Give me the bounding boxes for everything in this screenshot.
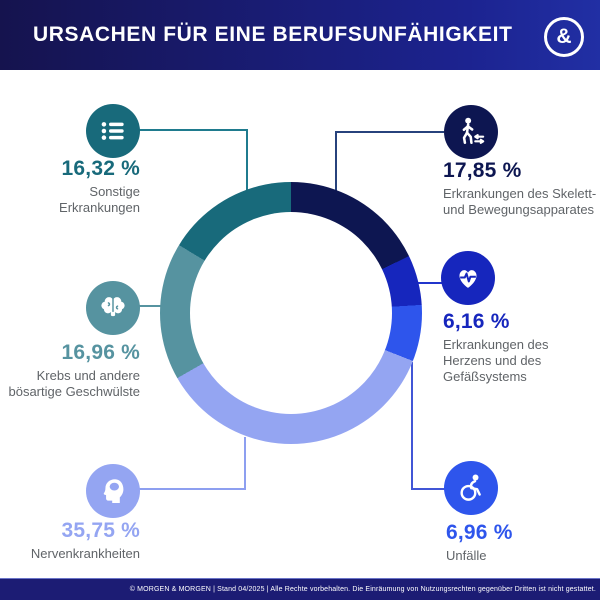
- segment-label: Nervenkrankheiten: [30, 546, 140, 561]
- walking-person-icon: [444, 105, 498, 159]
- footer-bar: © MORGEN & MORGEN | Stand 04/2025 | Alle…: [0, 578, 600, 600]
- segment-label: Sonstige Erkrankungen: [59, 184, 140, 215]
- donut-hole: [190, 212, 392, 414]
- connector-line-unfaelle: [411, 362, 413, 490]
- logo-ampersand-glyph: &: [556, 25, 572, 48]
- connector-line-krebs: [137, 305, 165, 307]
- segment-label: Unfälle: [446, 548, 487, 563]
- list-icon-glyph: [101, 122, 124, 140]
- percent-value: 17,85 %: [443, 159, 522, 182]
- morgen-morgen-logo-icon: &: [544, 17, 584, 57]
- callout-sonstige: 16,32 % Sonstige Erkrankungen: [0, 157, 140, 216]
- brain-icon-glyph: [101, 297, 125, 317]
- wheelchair-icon: [444, 461, 498, 515]
- header-bar: URSACHEN FÜR EINE BERUFSUNFÄHIGKEIT &: [0, 0, 600, 70]
- connector-line-nerven: [139, 488, 246, 490]
- percent-value: 6,16 %: [443, 310, 510, 333]
- copyright-text: © MORGEN & MORGEN | Stand 04/2025 | Alle…: [129, 586, 596, 593]
- callout-krebs: 16,96 % Krebs und andere bösartige Gesch…: [0, 341, 140, 400]
- connector-line-nerven: [244, 437, 246, 490]
- donut-chart: [160, 182, 422, 444]
- heart-pulse-icon: [441, 251, 495, 305]
- segment-label: Krebs und andere bösartige Geschwülste: [8, 368, 140, 399]
- connector-line-skelett: [335, 131, 444, 133]
- connector-line-unfaelle: [411, 488, 445, 490]
- brain-icon: [86, 281, 140, 335]
- page-title: URSACHEN FÜR EINE BERUFSUNFÄHIGKEIT: [33, 23, 513, 46]
- connector-line-skelett: [335, 131, 337, 191]
- callout-unfaelle: 6,96 % Unfälle: [446, 521, 600, 564]
- heart-pulse-icon-glyph: [459, 270, 477, 288]
- callout-nerven: 35,75 % Nervenkrankheiten: [0, 519, 140, 562]
- connector-line-herz: [418, 282, 443, 284]
- connector-line-sonstige: [138, 129, 248, 131]
- callout-skelett: 17,85 % Erkrankungen des Skelett- und Be…: [443, 159, 600, 218]
- walking-person-icon-glyph: [462, 117, 485, 145]
- segment-label: Erkrankungen des Herzens und des Gefäßsy…: [443, 337, 549, 384]
- head-silhouette-icon-glyph: [103, 479, 124, 503]
- percent-value: 35,75 %: [61, 519, 140, 542]
- connector-line-sonstige: [246, 129, 248, 191]
- segment-label: Erkrankungen des Skelett- und Bewegungsa…: [443, 186, 597, 217]
- callout-herz: 6,16 % Erkrankungen des Herzens und des …: [443, 310, 600, 385]
- head-silhouette-icon: [86, 464, 140, 518]
- percent-value: 6,96 %: [446, 521, 513, 544]
- list-icon: [86, 104, 140, 158]
- percent-value: 16,96 %: [61, 341, 140, 364]
- percent-value: 16,32 %: [61, 157, 140, 180]
- wheelchair-icon-glyph: [460, 474, 481, 501]
